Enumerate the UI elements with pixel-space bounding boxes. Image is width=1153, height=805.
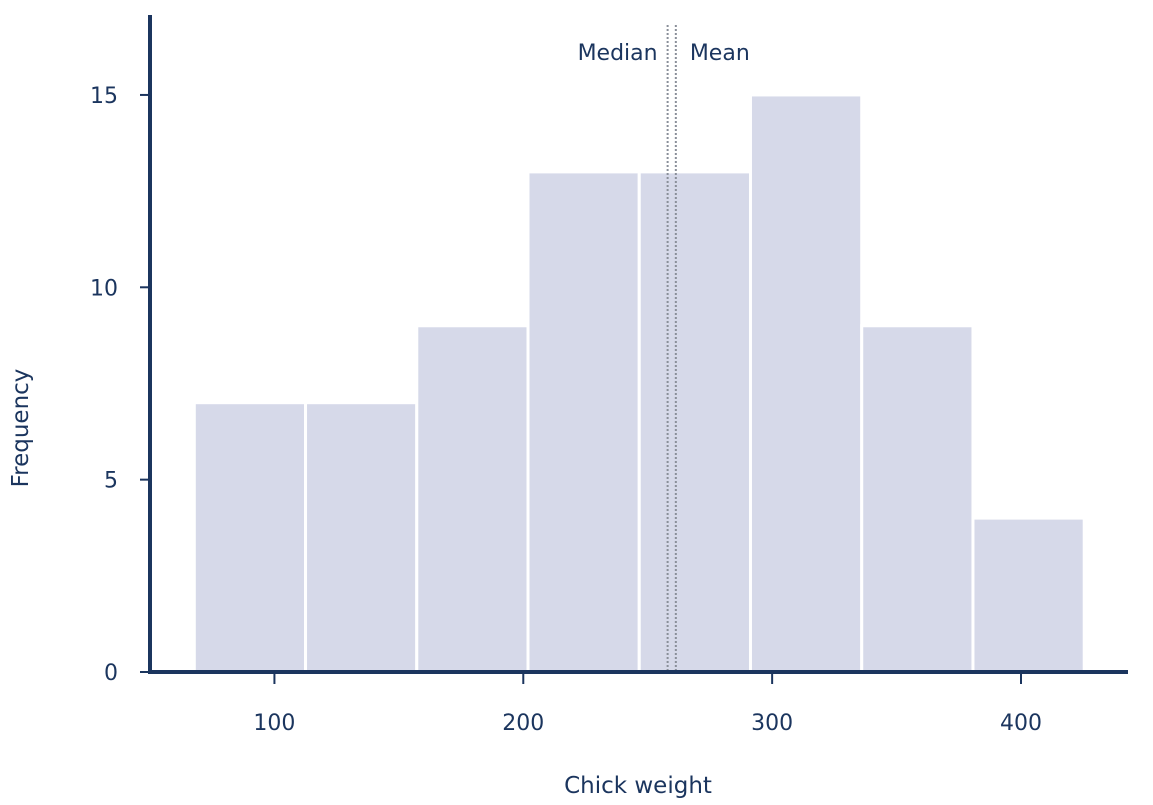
y-tick-label: 5 [104,469,118,494]
histogram-bar-7 [860,324,975,674]
histogram-bar-3 [415,324,530,674]
ticks: 0 5 10 15 100 200 300 400 [90,84,1042,736]
x-tick-label: 100 [253,711,295,736]
y-tick-label: 15 [90,84,118,109]
bars [192,93,1086,674]
histogram-bar-1 [192,401,308,674]
histogram-bar-5 [637,170,752,674]
y-tick-label: 0 [104,661,118,686]
histogram-bar-6 [748,93,864,674]
x-tick-label: 400 [1000,711,1042,736]
axes [148,15,1128,674]
histogram-bar-4 [526,170,641,674]
x-axis-title: Chick weight [564,773,712,799]
y-tick-label: 10 [90,276,118,301]
median-label: Median [578,41,658,66]
histogram-bar-2 [304,401,419,674]
x-tick-label: 200 [502,711,544,736]
reference-lines: Median Mean [578,25,750,672]
histogram-bar-8 [971,516,1086,674]
y-axis-title: Frequency [8,369,34,488]
x-tick-label: 300 [751,711,793,736]
mean-label: Mean [690,41,750,66]
